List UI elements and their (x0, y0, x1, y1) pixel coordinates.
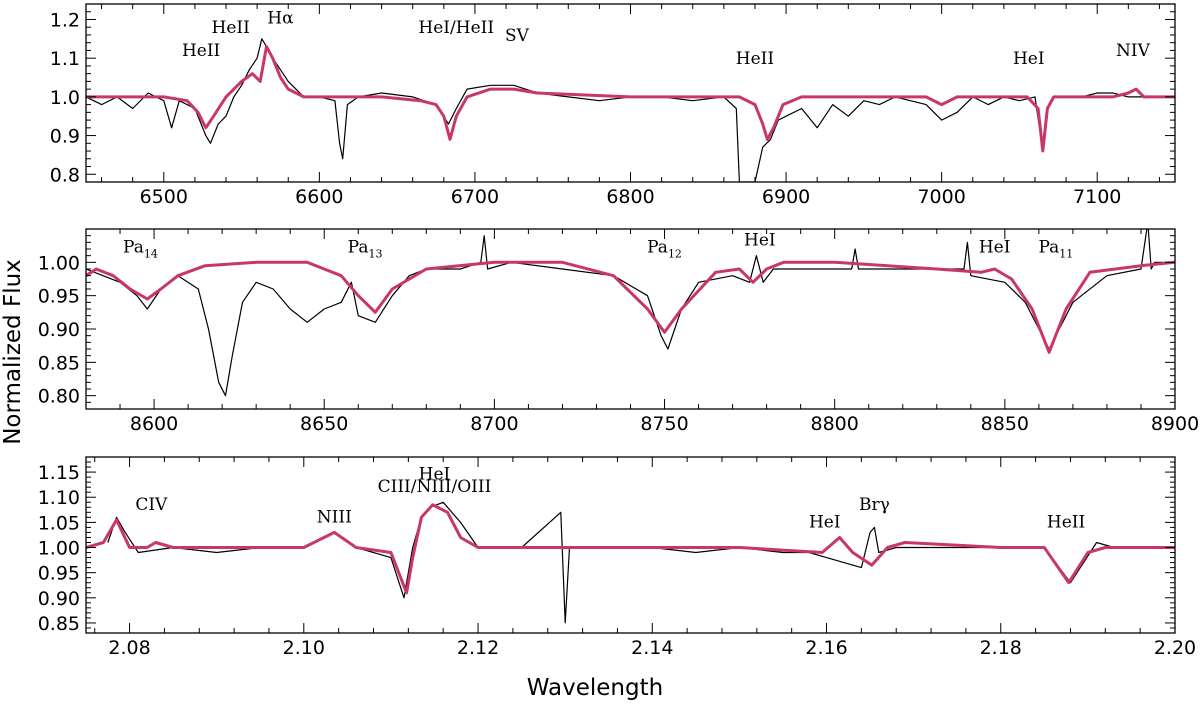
observed-spectrum-line (86, 229, 1175, 397)
x-tick-label: 6800 (606, 186, 654, 208)
x-tick-label: 8750 (640, 413, 688, 435)
line-annotation: HeI (809, 512, 841, 532)
x-tick-label: 8700 (470, 413, 518, 435)
y-axis-title: Normalized Flux (0, 259, 26, 445)
x-tick-label: 2.18 (980, 637, 1022, 659)
y-tick-label: 1.05 (38, 512, 80, 534)
observed-spectrum-line (107, 501, 1132, 624)
y-tick-label: 0.90 (38, 319, 80, 341)
line-annotation: HeI (1013, 49, 1045, 69)
line-annotation: HeI (979, 237, 1011, 257)
x-tick-label: 6900 (762, 186, 810, 208)
y-tick-label: 1.1 (50, 48, 80, 70)
x-tick-label: 6600 (295, 186, 343, 208)
line-annotation: Pa14 (123, 237, 158, 260)
x-tick-label: 6700 (451, 186, 499, 208)
line-annotation: CIV (135, 495, 168, 515)
panel-2: 8600 8650 8700 8750 8800 8850 8900 0.80 0.85 0.90… (38, 228, 1199, 435)
plot-frame (85, 228, 1176, 410)
y-tick-label: 0.9 (50, 126, 80, 148)
annotation-subscript: 14 (144, 247, 158, 260)
x-axis-title: Wavelength (527, 675, 663, 701)
line-annotation: Brγ (859, 495, 890, 515)
line-annotation: SV (505, 26, 530, 46)
y-tick-label: 1.00 (38, 538, 80, 560)
plot-frame (85, 456, 1176, 634)
y-tick-label: 1.2 (50, 9, 80, 31)
y-tick-label: 1.00 (38, 252, 80, 274)
x-tick-label: 2.10 (283, 637, 325, 659)
line-annotation: HeII (182, 41, 220, 61)
x-tick-label: 8650 (300, 413, 348, 435)
line-annotation: Pa13 (348, 237, 383, 260)
y-tick-label: 0.95 (38, 286, 80, 308)
x-tick-label: 7100 (1073, 186, 1121, 208)
x-tick-label: 2.12 (457, 637, 499, 659)
y-tick-label: 0.8 (50, 164, 80, 186)
y-tick-label: 0.80 (38, 386, 80, 408)
y-tick-label: 0.85 (38, 352, 80, 374)
x-tick-label: 2.16 (805, 637, 847, 659)
line-annotation: HeII (1047, 512, 1085, 532)
line-annotation: Pa12 (647, 237, 682, 260)
line-annotation: CIII/NIII/OIII (378, 477, 492, 497)
y-tick-label: 1.10 (38, 487, 80, 509)
line-annotation: HeI/HeII (418, 18, 494, 38)
line-annotation: HeI (419, 465, 451, 485)
y-tick-label: 0.90 (38, 588, 80, 610)
y-tick-label: 1.15 (38, 462, 80, 484)
annotation-subscript: 13 (368, 247, 382, 260)
line-annotation: HeI (744, 231, 776, 251)
x-tick-label: 8800 (811, 413, 859, 435)
panel-3: 2.08 2.10 2.12 2.14 2.16 2.18 2.20 0.85 0.90 0.95… (38, 456, 1196, 659)
x-tick-label: 2.14 (631, 637, 673, 659)
annotation-subscript: 12 (668, 247, 682, 260)
y-tick-label: 0.95 (38, 563, 80, 585)
line-annotation: HeII (736, 49, 774, 69)
observed-spectrum-line (86, 38, 1175, 182)
model-spectrum-line (86, 503, 1175, 595)
model-spectrum-line (86, 45, 1175, 153)
panel-1: 6500 6600 6700 6800 6900 7000 7100 0.8 0.9 1.0 1.1… (50, 3, 1176, 208)
line-annotation: NIV (1116, 41, 1151, 61)
x-tick-label: 8850 (981, 413, 1029, 435)
y-tick-label: 0.85 (38, 613, 80, 635)
x-tick-label: 8600 (130, 413, 178, 435)
model-spectrum-line (86, 260, 1175, 354)
x-tick-label: 8900 (1151, 413, 1199, 435)
line-annotation: Hα (267, 8, 294, 28)
line-annotation: NIII (317, 507, 352, 527)
line-annotation: Pa11 (1038, 237, 1073, 260)
annotation-subscript: 11 (1059, 247, 1073, 260)
line-annotation: HeII (212, 18, 250, 38)
x-tick-label: 2.08 (108, 637, 150, 659)
x-tick-label: 2.20 (1154, 637, 1196, 659)
x-tick-label: 7000 (917, 186, 965, 208)
x-tick-label: 6500 (140, 186, 188, 208)
y-tick-label: 1.0 (50, 87, 80, 109)
